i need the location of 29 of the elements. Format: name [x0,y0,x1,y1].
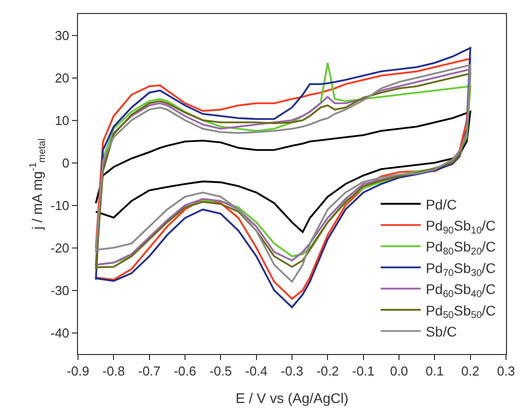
x-tick-label: -0.7 [138,364,161,379]
x-tick-label: -0.6 [174,364,196,379]
x-tick-label: 0.3 [496,364,516,379]
y-tick-label: 0 [62,155,70,170]
x-tick-label: -0.9 [66,364,90,379]
legend-label: Pd$_{90}$Sb$_{10}$/C [426,217,496,236]
legend-label: Sb/C [426,323,457,340]
x-tick-label: -0.8 [102,364,125,379]
x-tick-label: -0.3 [280,364,304,379]
y-tick-label: -40 [50,325,70,340]
x-tick-label: -0.5 [209,364,232,379]
x-tick-label: -0.1 [352,364,375,379]
x-tick-label: 0.1 [426,364,444,379]
legend-label: Pd$_{80}$Sb$_{20}$/C [426,238,496,258]
y-tick-label: 20 [54,70,70,86]
x-tick-label: 0.2 [461,364,480,379]
y-tick-label: -30 [50,282,70,298]
x-tick-label: -0.4 [245,364,268,379]
legend-label: Pd$_{60}$Sb$_{40}$/C [426,281,496,300]
y-tick-label: 10 [54,112,70,128]
legend-label: Pd/C [426,196,457,212]
y-tick-label: -10 [50,198,70,213]
x-axis-title: E / V vs (Ag/AgCl) [236,390,348,406]
x-tick-label: -0.2 [316,364,339,379]
legend-label: Pd$_{50}$Sb$_{50}$/C [426,302,496,322]
y-tick-label: -20 [50,240,70,256]
y-tick-label: 30 [54,28,70,43]
legend-label: Pd$_{70}$Sb$_{30}$/C [426,260,496,279]
x-tick-label: 0.0 [390,364,408,379]
